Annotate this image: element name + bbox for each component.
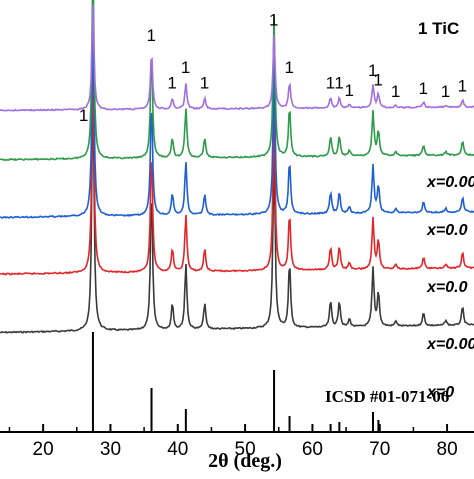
x-tick-label: 60 <box>302 439 323 460</box>
peak-label: 1 <box>373 70 382 89</box>
series-label: x=0.00 <box>426 174 474 191</box>
series-line <box>0 4 474 112</box>
series-label: x=0 <box>426 384 454 401</box>
peak-label: 1 <box>441 82 450 101</box>
series-label: x=0.00 <box>426 336 474 353</box>
series-line <box>0 42 474 276</box>
peak-label: 1 <box>285 58 294 77</box>
reference-sticks <box>91 332 380 432</box>
reference-label: ICSD #01-071-06 <box>325 387 449 406</box>
peak-label: 1 <box>368 61 377 80</box>
peak-label: 1 <box>458 77 467 96</box>
peak-label: 1 <box>181 58 190 77</box>
peak-label: 1 <box>147 26 156 45</box>
chart-title: 1 TiC <box>418 19 459 38</box>
peak-label: 1 <box>269 11 278 30</box>
peak-label: 1 <box>79 106 88 125</box>
x-axis-ticks: 20 30 40 50 60 70 80 <box>8 424 458 460</box>
peak-label: 1 <box>345 81 354 100</box>
x-tick-label: 20 <box>33 439 54 460</box>
x-tick-label: 50 <box>235 439 256 460</box>
series-line <box>0 66 474 334</box>
x-axis-label: 2θ (deg.) <box>208 450 282 472</box>
x-tick-label: 40 <box>167 439 188 460</box>
peak-label: 1 <box>200 74 209 93</box>
x-tick-label: 70 <box>369 439 390 460</box>
x-tick-label: 30 <box>100 439 121 460</box>
peak-label: 1 <box>419 79 428 98</box>
series-label: x=0.0 <box>426 222 468 239</box>
peak-label: 1 <box>334 74 343 93</box>
series-layer: x=0 x=0.00 x=0.0 x=0.0 x=0.00 <box>0 0 474 401</box>
peak-label: 1 <box>391 82 400 101</box>
peak-label: 1 <box>326 74 335 93</box>
series-label: x=0.0 <box>426 279 468 296</box>
series-line <box>0 2 474 219</box>
x-tick-label: 80 <box>437 439 458 460</box>
series-line <box>0 0 474 162</box>
peak-label: 1 <box>167 74 176 93</box>
